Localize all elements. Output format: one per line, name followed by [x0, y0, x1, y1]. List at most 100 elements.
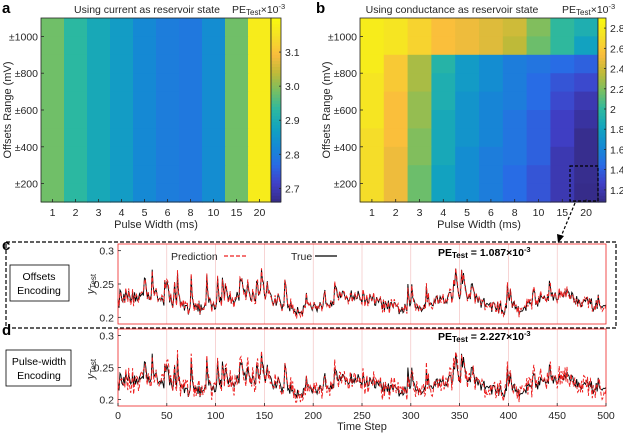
heatmap-cell: [248, 110, 272, 129]
heatmap-cell: [526, 18, 551, 37]
line-plot-c: Offsets Encoding 0.3 0.25 0.2 yTest Predic…: [5, 241, 617, 329]
heatmap-cell: [179, 18, 203, 37]
heatmap-cell: [360, 110, 385, 129]
colorbar-tick-label: 2.4: [610, 64, 623, 76]
heatmap-cell: [41, 18, 65, 37]
heatmap-cell: [431, 18, 456, 37]
heatmap-cell: [87, 18, 111, 37]
colorbar-b-label: PETest×10-3: [562, 2, 615, 17]
x-tick-label: 6: [488, 207, 494, 219]
heatmap-cell: [407, 36, 432, 56]
heatmap-cell: [87, 165, 111, 185]
heatmap-cell: [110, 128, 134, 148]
colorbar-tick-label: 2: [610, 104, 616, 116]
heatmap-b: Using conductance as reservoir state 1 2 3…: [321, 2, 623, 243]
heatmap-cell: [41, 183, 65, 203]
y-tick-label: ±1000: [328, 31, 357, 43]
heatmap-cell: [248, 128, 272, 148]
heatmap-cell: [550, 128, 575, 148]
y-tick-label: ±600: [334, 105, 357, 117]
heatmap-cell: [526, 54, 551, 74]
heatmap-cell: [64, 73, 88, 93]
heatmap-cell: [133, 18, 157, 37]
heatmap-cell: [156, 128, 180, 148]
heatmap-cell: [64, 128, 88, 148]
heatmap-cell: [179, 54, 203, 74]
heatmap-cell: [502, 91, 528, 111]
heatmap-cell: [502, 110, 528, 129]
heatmap-cell: [455, 110, 480, 129]
heatmap-cell: [383, 91, 409, 111]
heatmap-cell: [526, 183, 551, 203]
heatmap-cell: [502, 146, 528, 166]
highlight-arrow: [559, 202, 576, 240]
heatmap-cell: [407, 128, 432, 148]
heatmap-cell: [574, 165, 599, 185]
legend-true-label: True: [291, 251, 312, 263]
heatmap-cell: [574, 146, 599, 166]
box-label-c: [9, 264, 70, 302]
box-label-d-line2: Encoding: [17, 370, 61, 382]
heatmap-cell: [502, 183, 528, 203]
panel-letter-d: d: [2, 322, 11, 339]
heatmap-cell: [41, 91, 65, 111]
heatmap-cell: [225, 91, 249, 111]
heatmap-cell: [407, 73, 432, 93]
x-tick-label: 250: [353, 410, 371, 422]
heatmap-cell: [110, 36, 134, 56]
heatmap-cell: [110, 18, 134, 37]
x-tick-label: 15: [231, 207, 243, 219]
heatmap-cell: [225, 54, 249, 74]
heatmap-cell: [383, 54, 409, 74]
heatmap-cell: [87, 91, 111, 111]
x-tick-label: 50: [161, 410, 173, 422]
heatmap-cell: [64, 91, 88, 111]
y-tick-label: ±800: [334, 68, 357, 80]
heatmap-cell: [133, 36, 157, 56]
heatmap-cell: [248, 36, 272, 56]
heatmap-cell: [479, 165, 504, 185]
heatmap-cell: [407, 91, 432, 111]
heatmap-cell: [360, 146, 385, 166]
box-label-c-line1: Offsets: [22, 271, 55, 283]
heatmap-cell: [431, 54, 456, 74]
y-tick-label: ±800: [15, 68, 38, 80]
colorbar-tick-label: 2.9: [285, 115, 300, 127]
legend: Prediction True: [171, 251, 337, 263]
heatmap-cell: [110, 54, 134, 74]
x-tick-label: 4: [440, 207, 446, 219]
heatmap-cell: [248, 18, 272, 37]
x-tick-label: 150: [256, 410, 274, 422]
heatmap-cell: [526, 146, 551, 166]
heatmap-cell: [248, 91, 272, 111]
heatmap-cell: [526, 73, 551, 93]
x-tick-label: 6: [165, 207, 171, 219]
heatmap-cell: [360, 73, 385, 93]
heatmap-cell: [574, 128, 599, 148]
heatmap-cell: [202, 36, 226, 56]
heatmap-cell: [225, 18, 249, 37]
colorbar-tick-label: 2.8: [610, 23, 623, 35]
y-tick-label: ±600: [15, 105, 38, 117]
x-tick-label: 300: [402, 410, 420, 422]
heatmap-a-xlabel: Pulse Width (ms): [114, 219, 198, 231]
heatmap-cell: [479, 183, 504, 203]
y-tick-label: ±200: [334, 179, 357, 191]
heatmap-cell: [455, 128, 480, 148]
heatmap-cell: [179, 110, 203, 129]
heatmap-cell: [550, 183, 575, 203]
heatmap-cell: [550, 165, 575, 185]
heatmap-cell: [110, 183, 134, 203]
colorbar-tick-label: 2.7: [285, 183, 300, 195]
y-tick-label: ±400: [15, 142, 38, 154]
heatmap-cell: [431, 146, 456, 166]
heatmap-cell: [502, 54, 528, 74]
heatmap-cell: [41, 54, 65, 74]
heatmap-cell: [574, 54, 599, 74]
highlight-arrowhead: [557, 234, 564, 243]
heatmap-cell: [502, 128, 528, 148]
heatmap-cell: [431, 128, 456, 148]
heatmap-cell: [156, 91, 180, 111]
heatmap-cell: [479, 18, 504, 37]
heatmap-a: Using current as reservoir state 1 2 3 4 5 6 8…: [2, 2, 300, 231]
